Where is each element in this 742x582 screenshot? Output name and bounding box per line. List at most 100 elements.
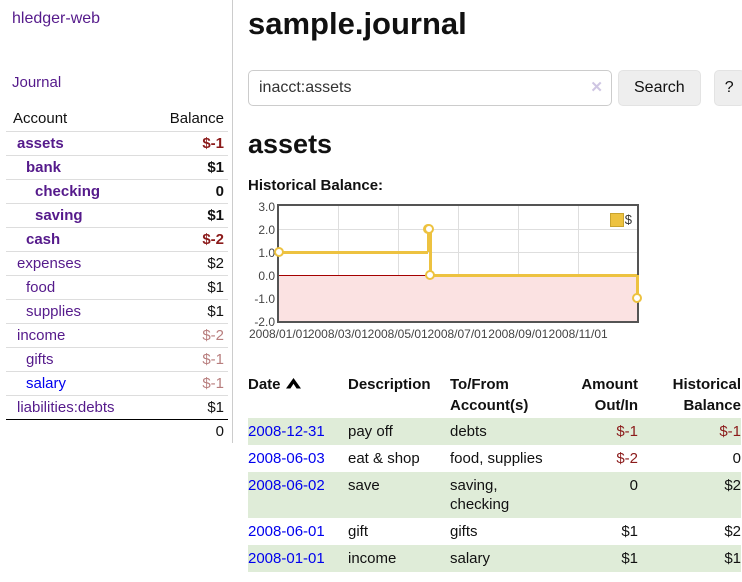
register-header-row: Date Description To/From Account(s) Amou… [248,372,741,418]
account-row: salary $-1 [6,371,228,395]
description-cell: gift [348,523,369,540]
table-row: 2008-06-01 gift gifts $1 $2 [248,518,741,545]
sidebar: hledger-web Journal Account Balance asse… [0,0,233,443]
chart-line-segment [428,229,432,275]
chart-point-marker [424,224,435,234]
historical-balance-chart: $ 3.0 2.0 1.0 0.0 -1.0 -2.0 2008/01/01 2008/03/… [248,200,742,346]
amount-cell: 0 [629,477,638,494]
balance-cell: $1 [724,550,741,567]
page-title: sample.journal [248,6,467,41]
amount-cell: $-2 [616,450,638,467]
y-tick-label: -1.0 [254,292,275,306]
date-cell: 2008-06-03 [248,445,348,472]
account-link[interactable]: assets [17,135,64,152]
chart-line-segment [635,275,639,298]
description-cell: save [348,477,380,494]
accounts-cell: saving, checking [450,477,510,513]
accounts-cell: food, supplies [450,450,543,467]
account-link[interactable]: cash [26,231,61,248]
description-cell: eat & shop [348,450,420,467]
x-tick-label: 2008/01/01 [248,327,310,341]
account-balance: $1 [207,207,224,224]
x-tick-label: 2008/03/01 [307,327,368,341]
account-link[interactable]: supplies [26,303,82,320]
chart-line-segment [279,250,429,254]
search-button[interactable]: Search [618,70,701,106]
account-link[interactable]: food [26,279,56,296]
grid-line-vertical [397,206,399,321]
account-row: assets $-1 [6,132,228,155]
account-balance: $-2 [202,231,224,248]
transaction-date-link[interactable]: 2008-01-01 [248,550,325,567]
account-link[interactable]: income [17,327,66,344]
account-link[interactable]: salary [26,375,67,392]
account-row: bank $1 [6,155,228,179]
date-cell: 2008-06-02 [248,472,348,518]
table-row: 2008-12-31 pay off debts $-1 $-1 [248,418,741,445]
x-tick-label: 2008/09/01 [488,327,549,341]
account-link[interactable]: saving [35,207,83,224]
transaction-date-link[interactable]: 2008-06-03 [248,450,325,467]
help-button[interactable]: ? [713,70,742,106]
account-balance: $1 [207,399,224,416]
account-link[interactable]: gifts [26,351,54,368]
account-row: food $1 [6,275,228,299]
chart-point-marker [425,270,436,280]
x-tick-label: 2008/11/01 [548,327,608,341]
account-total-row: 0 [6,419,228,443]
transaction-date-link[interactable]: 2008-12-31 [248,423,325,440]
account-balance: 0 [215,183,224,200]
column-header-balance: Historical Balance [672,376,741,414]
account-link[interactable]: liabilities:debts [17,399,115,416]
account-balance-table: Account Balance assets $-1 bank $1 checking 0… [6,107,228,443]
account-row: cash $-2 [6,227,228,251]
transaction-date-link[interactable]: 2008-06-01 [248,523,325,540]
balance-cell: $2 [724,523,741,540]
column-header-date[interactable]: Date [248,372,348,418]
date-cell: 2008-06-01 [248,518,348,545]
chart-heading: Historical Balance: [248,177,384,194]
account-column-header: Account [13,110,68,127]
register-table: Date Description To/From Account(s) Amou… [248,372,741,572]
account-row: liabilities:debts $1 [6,395,228,419]
app-title-link[interactable]: hledger-web [12,10,101,27]
account-balance: $-1 [202,351,224,368]
grid-line-vertical [578,206,580,321]
search-input[interactable] [248,70,612,106]
chart-line-segment [430,273,637,277]
balance-cell: $2 [724,477,741,494]
amount-cell: $1 [621,523,638,540]
negative-region [279,275,637,321]
y-tick-label: 3.0 [258,200,275,214]
account-row: checking 0 [6,179,228,203]
account-row: income $-2 [6,323,228,347]
balance-column-header: Balance [169,110,224,127]
account-link[interactable]: bank [26,159,62,176]
y-tick-label: 1.0 [258,246,275,260]
table-row: 2008-06-03 eat & shop food, supplies $-2 0 [248,445,741,472]
y-tick-label: 2.0 [258,223,275,237]
balance-cell: 0 [732,450,741,467]
account-row: expenses $2 [6,251,228,275]
account-balance: $-2 [202,327,224,344]
amount-cell: $1 [621,550,638,567]
account-balance: $-1 [202,375,224,392]
clear-search-icon[interactable]: ✕ [590,79,603,96]
description-cell: pay off [348,423,393,440]
column-header-amount: Amount Out/In [581,376,638,414]
account-balance: $1 [207,303,224,320]
transaction-date-link[interactable]: 2008-06-02 [248,477,325,494]
balance-cell: $-1 [719,423,741,440]
table-row: 2008-01-01 income salary $1 $1 [248,545,741,572]
chart-point-marker [274,247,284,257]
grid-line-vertical [518,206,520,321]
account-link[interactable]: expenses [17,255,82,272]
account-link[interactable]: checking [35,183,101,200]
chart-plot-area: $ 3.0 2.0 1.0 0.0 -1.0 -2.0 2008/01/01 2008/03/… [249,200,642,341]
column-header-accounts: To/From Account(s) [450,376,529,414]
x-tick-label: 2008/05/01 [367,327,428,341]
sidebar-item-journal[interactable]: Journal [12,74,62,91]
y-tick-label: -2.0 [254,315,275,329]
search-input-wrap: ✕ [248,70,612,106]
chart-line-segment [426,229,430,252]
